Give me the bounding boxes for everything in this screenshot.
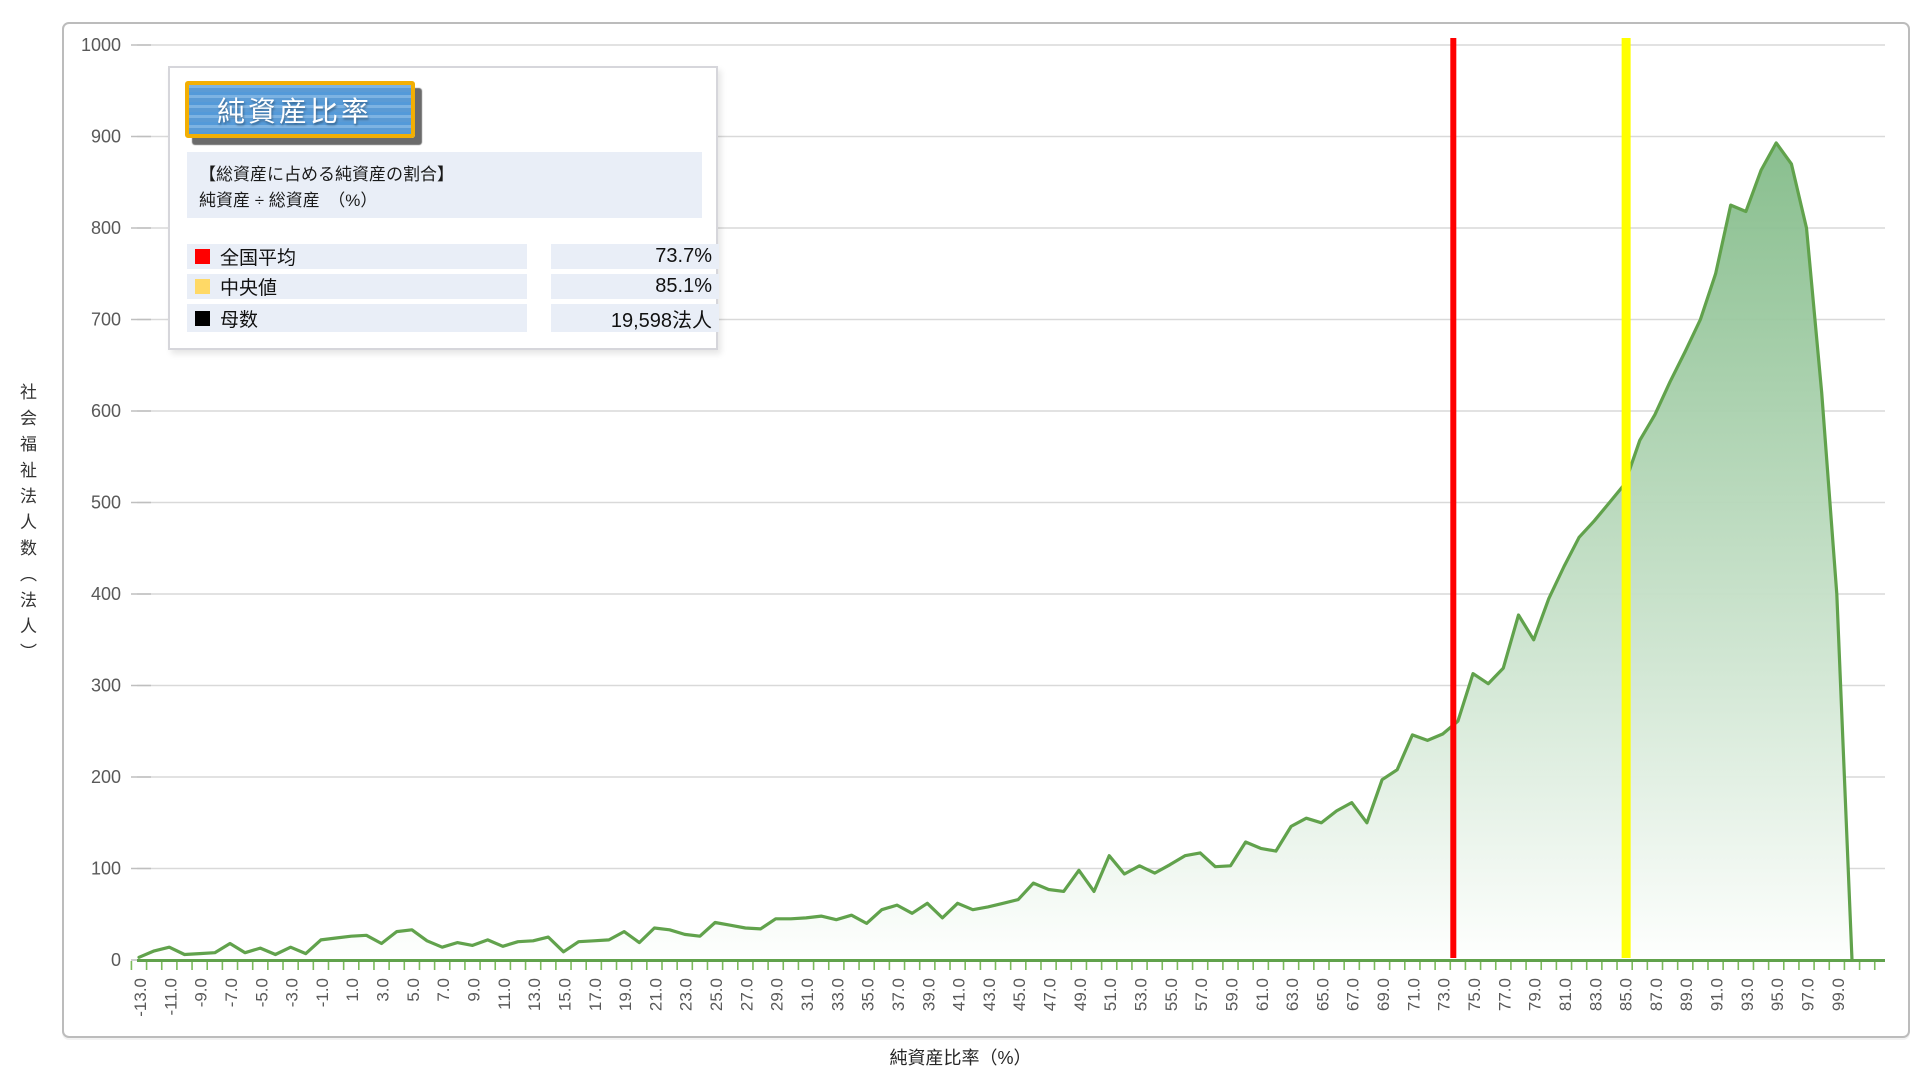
x-tick-label: 15.0 — [555, 978, 574, 1011]
x-tick-label: 27.0 — [737, 978, 756, 1011]
y-tick-label: 400 — [91, 584, 121, 604]
x-tick-label: 5.0 — [404, 978, 423, 1002]
x-tick-label: 37.0 — [889, 978, 908, 1011]
x-tick-label: 63.0 — [1283, 978, 1302, 1011]
x-tick-label: 7.0 — [434, 978, 453, 1002]
x-tick-label: 65.0 — [1313, 978, 1332, 1011]
x-tick-label: 13.0 — [525, 978, 544, 1011]
x-tick-label: 75.0 — [1465, 978, 1484, 1011]
x-tick-label: 57.0 — [1192, 978, 1211, 1011]
metric-description: 【総資産に占める純資産の割合】 純資産 ÷ 総資産 （%） — [187, 152, 702, 218]
x-tick-label: 89.0 — [1677, 978, 1696, 1011]
x-tick-label: 99.0 — [1829, 978, 1848, 1011]
x-tick-label: 83.0 — [1586, 978, 1605, 1011]
y-tick-label: 800 — [91, 218, 121, 238]
x-tick-label: 49.0 — [1071, 978, 1090, 1011]
x-tick-label: 97.0 — [1799, 978, 1818, 1011]
distribution-line — [137, 141, 1854, 962]
population-color-chip — [195, 310, 210, 326]
x-tick-label: 45.0 — [1010, 978, 1029, 1011]
x-tick-label: -3.0 — [283, 978, 302, 1007]
x-tick-label: 9.0 — [465, 978, 484, 1002]
x-tick-label: 43.0 — [980, 978, 999, 1011]
population-value: 19,598法人 — [551, 304, 719, 332]
legend-row-population: 母数 19,598法人 — [187, 304, 719, 332]
x-tick-label: 39.0 — [919, 978, 938, 1011]
x-tick-label: 51.0 — [1101, 978, 1120, 1011]
x-tick-label: 95.0 — [1768, 978, 1787, 1011]
x-tick-label: 85.0 — [1617, 978, 1636, 1011]
x-tick-label: -13.0 — [131, 978, 150, 1017]
x-tick-label: -9.0 — [192, 978, 211, 1007]
x-tick-label: -11.0 — [161, 978, 180, 1016]
y-tick-label: 300 — [91, 676, 121, 696]
y-axis-title: 社会福祉法人数（法人） — [17, 383, 36, 669]
x-tick-label: 81.0 — [1556, 978, 1575, 1011]
x-tick-label: 35.0 — [859, 978, 878, 1011]
x-tick-label: 91.0 — [1708, 978, 1727, 1011]
x-tick-label: 11.0 — [495, 978, 514, 1010]
mean-color-chip — [195, 249, 210, 264]
legend-label: 中央値 — [220, 278, 278, 299]
x-tick-label: 53.0 — [1132, 978, 1151, 1011]
y-tick-label: 700 — [91, 310, 121, 330]
distribution-area — [139, 142, 1852, 960]
y-tick-label: 600 — [91, 401, 121, 421]
y-tick-label: 0 — [111, 950, 121, 970]
mean-value: 73.7% — [551, 244, 719, 269]
x-tick-label: 59.0 — [1222, 978, 1241, 1011]
median-value: 85.1% — [551, 274, 719, 299]
x-tick-label: 79.0 — [1526, 978, 1545, 1011]
x-tick-label: 47.0 — [1041, 978, 1060, 1011]
legend-row-median: 中央値 85.1% — [187, 274, 719, 299]
y-tick-label: 200 — [91, 767, 121, 787]
x-tick-label: 23.0 — [677, 978, 696, 1011]
x-tick-label: 31.0 — [798, 978, 817, 1011]
x-tick-label: -7.0 — [222, 978, 241, 1007]
y-tick-label: 100 — [91, 859, 121, 879]
chart-info-box: 純資産比率 【総資産に占める純資産の割合】 純資産 ÷ 総資産 （%） 全国平均… — [168, 66, 719, 350]
legend-label: 母数 — [220, 309, 259, 331]
x-tick-label: -1.0 — [313, 978, 332, 1007]
legend-label-cell: 中央値 — [187, 274, 527, 299]
x-tick-label: 21.0 — [646, 978, 665, 1011]
x-tick-label: 29.0 — [768, 978, 787, 1011]
x-tick-label: 3.0 — [374, 978, 393, 1002]
x-tick-label: 61.0 — [1253, 978, 1272, 1011]
legend-label-cell: 全国平均 — [187, 244, 527, 269]
x-tick-label: 73.0 — [1435, 978, 1454, 1011]
metric-description-line2: 純資産 ÷ 総資産 （%） — [199, 191, 378, 210]
metric-description-line1: 【総資産に占める純資産の割合】 — [199, 165, 454, 184]
x-tick-label: 1.0 — [343, 978, 362, 1002]
chart-title-badge: 純資産比率 — [185, 81, 415, 138]
legend-label: 全国平均 — [220, 248, 297, 269]
x-tick-label: 87.0 — [1647, 978, 1666, 1011]
x-tick-label: 71.0 — [1404, 978, 1423, 1011]
y-tick-label: 1000 — [81, 35, 121, 55]
x-tick-label: 41.0 — [950, 978, 969, 1011]
legend-label-cell: 母数 — [187, 304, 527, 332]
x-tick-label: 55.0 — [1162, 978, 1181, 1011]
x-tick-label: 19.0 — [616, 978, 635, 1011]
y-tick-label: 900 — [91, 127, 121, 147]
x-tick-label: 93.0 — [1738, 978, 1757, 1011]
median-color-chip — [195, 279, 210, 294]
x-tick-label: 33.0 — [828, 978, 847, 1011]
x-tick-label: 25.0 — [707, 978, 726, 1011]
x-tick-label: 77.0 — [1495, 978, 1514, 1011]
x-tick-label: -5.0 — [252, 978, 271, 1007]
x-tick-label: 69.0 — [1374, 978, 1393, 1011]
x-axis-title: 純資産比率（%） — [889, 1048, 1032, 1068]
x-tick-label: 17.0 — [586, 978, 605, 1011]
y-tick-label: 500 — [91, 493, 121, 513]
x-tick-label: 67.0 — [1344, 978, 1363, 1011]
legend-row-mean: 全国平均 73.7% — [187, 244, 719, 269]
